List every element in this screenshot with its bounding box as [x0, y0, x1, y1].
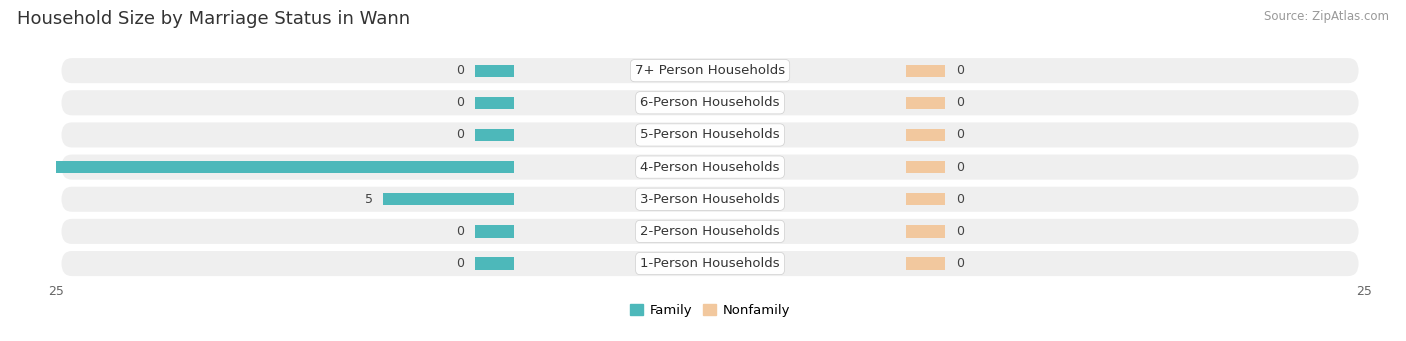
Text: 3-Person Households: 3-Person Households [640, 193, 780, 206]
Text: 0: 0 [456, 129, 464, 142]
Bar [475, 257, 515, 270]
Bar [475, 64, 515, 77]
Text: 0: 0 [956, 64, 965, 77]
Bar [475, 97, 515, 109]
Bar [905, 129, 945, 141]
FancyBboxPatch shape [62, 90, 1358, 115]
Text: 0: 0 [956, 96, 965, 109]
FancyBboxPatch shape [62, 251, 1358, 276]
Text: 7+ Person Households: 7+ Person Households [636, 64, 785, 77]
Bar [382, 193, 515, 205]
Legend: Family, Nonfamily: Family, Nonfamily [624, 299, 796, 323]
Text: 0: 0 [956, 257, 965, 270]
Text: 0: 0 [456, 96, 464, 109]
Text: 5: 5 [364, 193, 373, 206]
Text: 0: 0 [956, 129, 965, 142]
Bar [0, 161, 515, 173]
FancyBboxPatch shape [62, 187, 1358, 212]
Text: 4-Person Households: 4-Person Households [640, 161, 780, 174]
Text: 5-Person Households: 5-Person Households [640, 129, 780, 142]
FancyBboxPatch shape [62, 122, 1358, 147]
Bar [475, 225, 515, 237]
Bar [905, 257, 945, 270]
Bar [905, 161, 945, 173]
Text: 0: 0 [456, 257, 464, 270]
Text: 2-Person Households: 2-Person Households [640, 225, 780, 238]
Text: 0: 0 [456, 64, 464, 77]
Text: 0: 0 [956, 193, 965, 206]
Text: Source: ZipAtlas.com: Source: ZipAtlas.com [1264, 10, 1389, 23]
Bar [905, 193, 945, 205]
FancyBboxPatch shape [62, 154, 1358, 180]
Bar [475, 129, 515, 141]
Text: 0: 0 [456, 225, 464, 238]
Bar [905, 97, 945, 109]
Text: 0: 0 [956, 225, 965, 238]
Text: Household Size by Marriage Status in Wann: Household Size by Marriage Status in Wan… [17, 10, 411, 28]
Bar [905, 225, 945, 237]
Text: 6-Person Households: 6-Person Households [640, 96, 780, 109]
Text: 0: 0 [956, 161, 965, 174]
FancyBboxPatch shape [62, 219, 1358, 244]
Bar [905, 64, 945, 77]
Text: 1-Person Households: 1-Person Households [640, 257, 780, 270]
FancyBboxPatch shape [62, 58, 1358, 83]
